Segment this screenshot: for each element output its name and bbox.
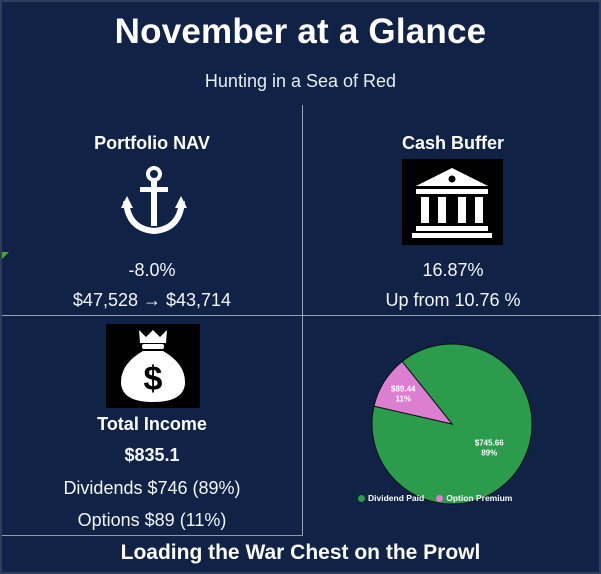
- page-subtitle: Hunting in a Sea of Red: [204, 71, 397, 91]
- cash-buffer-title: Cash Buffer: [401, 133, 504, 153]
- portfolio-nav-title: Portfolio NAV: [94, 133, 210, 153]
- page-title: November at a Glance: [114, 12, 487, 51]
- total-income-title: Total Income: [97, 414, 207, 434]
- bottom-divider: [2, 535, 303, 536]
- income-pie-chart: $745.66 89% $89.44 11%: [362, 334, 542, 514]
- total-income-dividends: Dividends $746 (89%): [63, 478, 241, 498]
- bank-icon: [402, 159, 503, 245]
- cash-buffer-value: 16.87%: [422, 260, 484, 280]
- total-income-amount: $835.1: [124, 445, 180, 465]
- pie-percent-label: 11%: [395, 394, 411, 403]
- legend-item: Option Premium: [436, 493, 512, 503]
- portfolio-nav-change: -8.0%: [128, 260, 176, 280]
- portfolio-nav-range: $47,528 → $43,714: [72, 290, 232, 310]
- legend-swatch: [436, 494, 444, 502]
- anchor-icon: [120, 165, 188, 237]
- pie-value-label: $745.66: [475, 438, 504, 447]
- pie-percent-label: 89%: [481, 448, 497, 457]
- pie-slice-option-premium: [373, 360, 454, 425]
- horizontal-divider: [2, 315, 601, 316]
- legend-label: Dividend Paid: [368, 493, 425, 503]
- cell-marker: [2, 252, 9, 259]
- total-income-options: Options $89 (11%): [77, 510, 227, 530]
- pie-value-label: $89.44: [391, 384, 416, 393]
- legend-label: Option Premium: [446, 493, 513, 503]
- money-bag-icon: $: [106, 324, 200, 408]
- legend-swatch: [358, 494, 365, 502]
- footer-text: Loading the War Chest on the Prowl: [120, 541, 481, 564]
- legend-item: Dividend Paid: [358, 493, 424, 503]
- cash-buffer-note: Up from 10.76 %: [385, 290, 521, 310]
- pie-legend: Dividend Paid Option Premium: [358, 493, 512, 503]
- vertical-divider: [302, 105, 303, 536]
- svg-text:$: $: [144, 360, 163, 398]
